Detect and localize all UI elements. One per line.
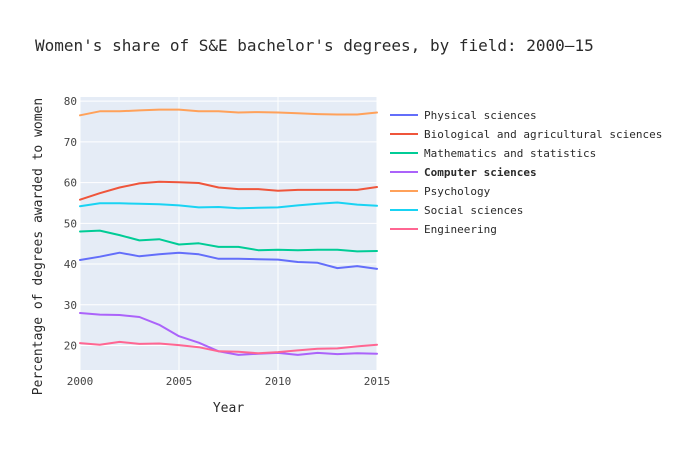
legend-label: Engineering	[424, 223, 497, 236]
legend-item[interactable]: Engineering	[390, 223, 497, 236]
plot-area	[80, 97, 377, 370]
series-line	[79, 340, 378, 355]
legend-item[interactable]: Psychology	[390, 185, 491, 198]
legend[interactable]: Physical sciences Biological and agricult…	[390, 109, 662, 236]
legend-label: Mathematics and statistics	[424, 147, 596, 160]
legend-label: Social sciences	[424, 204, 523, 217]
x-tick-label: 2000	[67, 375, 94, 388]
legend-item[interactable]: Social sciences	[390, 204, 523, 217]
legend-label: Biological and agricultural sciences	[424, 128, 662, 141]
y-tick-label: 60	[64, 177, 77, 190]
legend-label: Physical sciences	[424, 109, 537, 122]
legend-item[interactable]: Biological and agricultural sciences	[390, 128, 662, 141]
y-tick-label: 30	[64, 299, 77, 312]
y-tick-label: 70	[64, 136, 77, 149]
series-line	[79, 201, 378, 210]
gridlines	[79, 97, 378, 370]
x-tick-label: 2005	[166, 375, 193, 388]
series-line	[79, 108, 378, 117]
x-tick-label: 2010	[265, 375, 292, 388]
axis-ticks: 20 30 40 50 60 70 80 2000 2005 2010 2015	[64, 95, 391, 388]
chart-title: Women's share of S&E bachelor's degrees,…	[35, 36, 594, 55]
x-axis-title: Year	[213, 401, 244, 416]
legend-label: Psychology	[424, 185, 491, 198]
y-axis-title: Percentage of degrees awarded to women	[31, 98, 46, 395]
y-tick-label: 20	[64, 340, 77, 353]
series-line	[79, 229, 378, 253]
legend-item[interactable]: Computer sciences	[390, 166, 537, 179]
x-tick-label: 2015	[364, 375, 391, 388]
legend-label: Computer sciences	[424, 166, 537, 179]
series-line	[79, 312, 378, 356]
y-tick-label: 50	[64, 217, 77, 230]
y-tick-label: 80	[64, 95, 77, 108]
y-tick-label: 40	[64, 258, 77, 271]
legend-item[interactable]: Mathematics and statistics	[390, 147, 596, 160]
legend-item[interactable]: Physical sciences	[390, 109, 537, 122]
series-line	[79, 251, 378, 270]
series-line	[79, 180, 378, 201]
series-lines	[79, 108, 378, 356]
